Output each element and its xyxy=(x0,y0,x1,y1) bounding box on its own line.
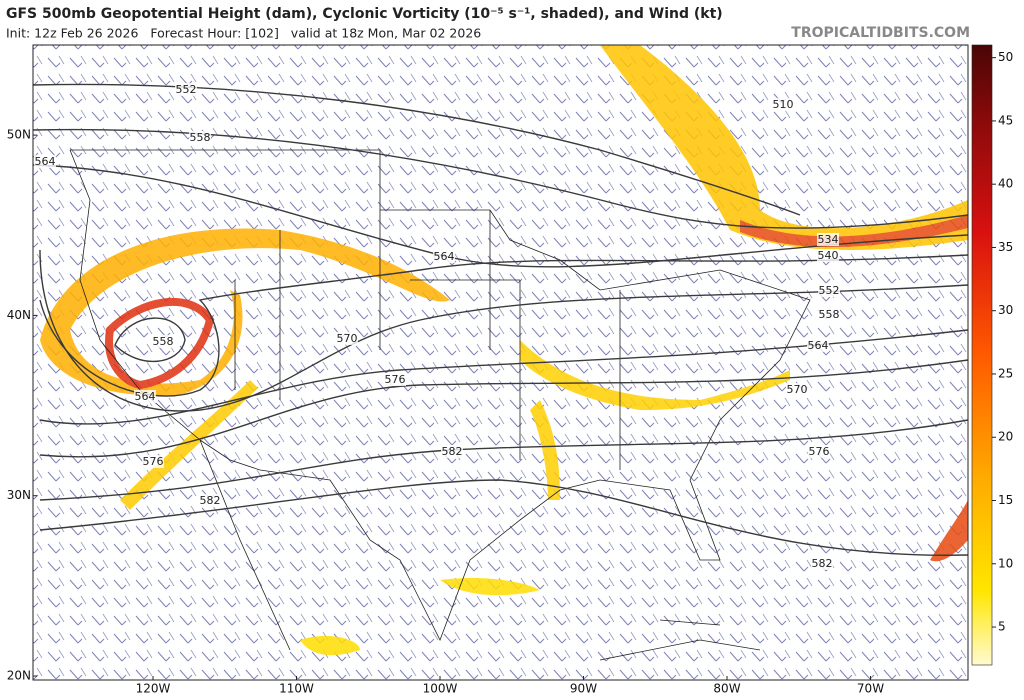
vorticity-shading xyxy=(40,45,968,656)
contour-label: 534 xyxy=(818,233,839,246)
colorbar-label: 35 xyxy=(998,240,1013,254)
contour-label: 558 xyxy=(819,308,840,321)
contour-label-bg xyxy=(818,308,840,321)
colorbar-label: 45 xyxy=(998,113,1013,127)
borders xyxy=(69,149,811,661)
contour-label-bg xyxy=(817,233,839,246)
contour-label-bg xyxy=(786,383,808,396)
contour-label: 564 xyxy=(808,339,829,352)
contour-label: 582 xyxy=(812,557,833,570)
colorbar-label: 50 xyxy=(998,50,1013,64)
lat-label: 40N xyxy=(7,308,31,322)
contour-label: 558 xyxy=(153,335,174,348)
contour-label: 564 xyxy=(35,155,56,168)
contour-label: 570 xyxy=(337,332,358,345)
contour-label: 564 xyxy=(135,390,156,403)
contour-label-bg xyxy=(134,390,156,403)
contour-label-bg xyxy=(441,445,463,458)
contour-label-bg xyxy=(336,332,358,345)
contour-label: 582 xyxy=(442,445,463,458)
lat-label: 20N xyxy=(7,669,31,683)
colorbar xyxy=(971,44,993,666)
contour-label-bg xyxy=(433,250,455,263)
contour-label: 570 xyxy=(787,383,808,396)
contour-label-bg xyxy=(199,494,221,507)
contour-label-bg xyxy=(34,155,56,168)
contour-label-bg xyxy=(142,455,164,468)
title: GFS 500mb Geopotential Height (dam), Cyc… xyxy=(6,6,723,22)
lon-label: 100W xyxy=(423,682,458,696)
colorbar-label: 40 xyxy=(998,177,1013,191)
colorbar-label: 10 xyxy=(998,556,1013,570)
contour-label-bg xyxy=(772,98,794,111)
contour-label: 564 xyxy=(434,250,455,263)
contour-label: 582 xyxy=(200,494,221,507)
contour-label-bg xyxy=(384,373,406,386)
colorbar-label: 25 xyxy=(998,366,1013,380)
colorbar-label: 5 xyxy=(998,620,1006,634)
colorbar-label: 30 xyxy=(998,303,1013,317)
contour-label: 552 xyxy=(819,284,840,297)
lon-label: 120W xyxy=(136,682,171,696)
contour-label-bg xyxy=(817,249,839,262)
contour-label: 558 xyxy=(190,131,211,144)
contour-label: 576 xyxy=(809,445,830,458)
map-frame xyxy=(32,44,969,681)
contour-label-bg xyxy=(818,284,840,297)
subtitle: Init: 12z Feb 26 2026 Forecast Hour: [10… xyxy=(6,26,481,41)
colorbar-label: 15 xyxy=(998,493,1013,507)
lon-label: 70W xyxy=(857,682,884,696)
lon-label: 90W xyxy=(570,682,597,696)
map-area xyxy=(33,45,968,680)
contour-label-bg xyxy=(811,557,833,570)
contour-label-bg xyxy=(152,335,174,348)
contour-label: 576 xyxy=(143,455,164,468)
contour-label-bg xyxy=(808,445,830,458)
lon-label: 110W xyxy=(279,682,314,696)
contour-label: 510 xyxy=(773,98,794,111)
colorbar-label: 20 xyxy=(998,430,1013,444)
contour-label: 576 xyxy=(385,373,406,386)
lat-label: 30N xyxy=(7,488,31,502)
contour-label-bg xyxy=(175,83,197,96)
contour-label: 540 xyxy=(818,249,839,262)
contour-label-bg xyxy=(189,131,211,144)
lon-label: 80W xyxy=(713,682,740,696)
contour-label: 552 xyxy=(176,83,197,96)
lat-label: 50N xyxy=(7,128,31,142)
site-label: TROPICALTIDBITS.COM xyxy=(791,25,970,41)
contour-label-bg xyxy=(807,339,829,352)
